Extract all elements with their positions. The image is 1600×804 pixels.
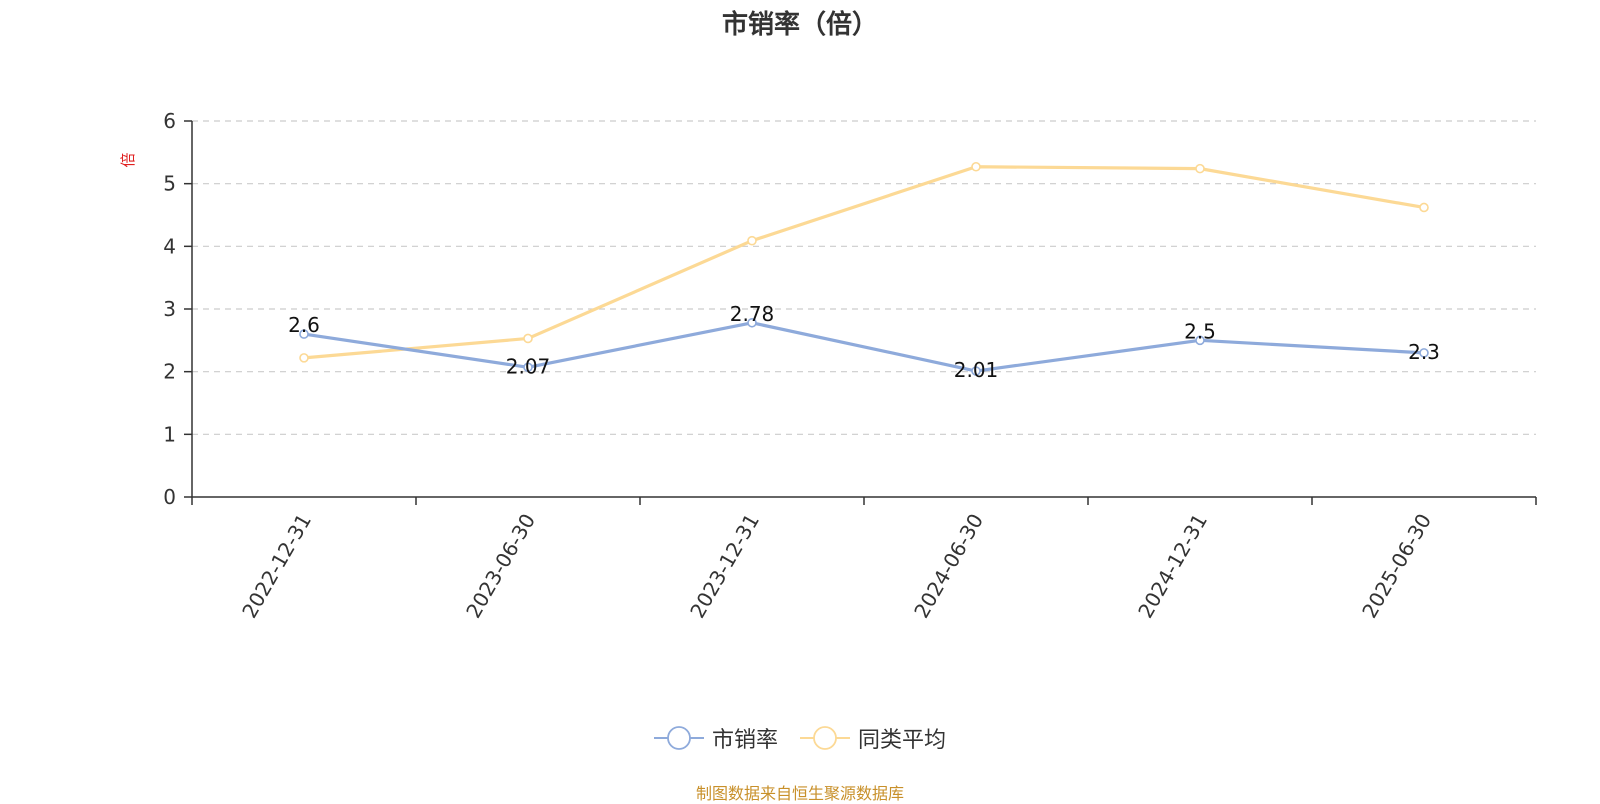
data-label: 2.5 xyxy=(1184,319,1216,343)
y-tick-label: 6 xyxy=(163,109,176,133)
data-point xyxy=(1419,202,1429,213)
x-tick-label: 2024-06-30 xyxy=(909,509,988,622)
data-labels: 2.6 2.07 2.78 2.01 2.5 2.3 xyxy=(288,302,1440,382)
data-point xyxy=(1419,348,1429,358)
y-tick-label: 5 xyxy=(163,172,176,196)
data-point xyxy=(299,329,309,339)
legend-item-0[interactable]: 市销率 xyxy=(653,722,778,754)
grid-lines xyxy=(192,120,1536,435)
data-point xyxy=(1195,335,1205,346)
legend-item-1[interactable]: 同类平均 xyxy=(800,722,946,754)
y-tick-label: 2 xyxy=(163,360,176,384)
series-line-0 xyxy=(303,321,1425,373)
series-line-1 xyxy=(303,165,1425,360)
data-point xyxy=(747,235,757,246)
data-point xyxy=(299,353,309,363)
data-point xyxy=(747,317,757,328)
axes: 0 1 2 3 4 5 6 2022-12-31 2023-06-30 2023-12-31 202… xyxy=(163,109,1537,622)
data-label: 2.01 xyxy=(954,358,999,382)
x-tick-label: 2023-12-31 xyxy=(685,509,764,622)
legend-marker-icon xyxy=(800,726,850,750)
data-point xyxy=(1195,163,1205,174)
chart-title: 市销率（倍） xyxy=(721,10,878,40)
legend: 市销率 同类平均 xyxy=(0,722,1600,754)
series-lines xyxy=(299,161,1429,376)
legend-label: 同类平均 xyxy=(858,728,947,753)
data-label: 2.78 xyxy=(730,302,775,326)
data-point xyxy=(971,161,981,172)
legend-label: 市销率 xyxy=(711,728,778,753)
data-point xyxy=(971,366,981,376)
data-point xyxy=(523,362,533,373)
y-tick-label: 4 xyxy=(163,234,176,258)
x-tick-label: 2023-06-30 xyxy=(461,509,540,622)
y-tick-label: 1 xyxy=(163,422,176,446)
x-tick-label: 2025-06-30 xyxy=(1357,509,1436,622)
data-label: 2.07 xyxy=(506,354,551,378)
legend-marker-icon xyxy=(653,726,704,750)
y-tick-label: 0 xyxy=(163,485,176,509)
data-point xyxy=(523,333,533,344)
data-label: 2.6 xyxy=(288,313,320,337)
source-note: 制图数据来自恒生聚源数据库 xyxy=(695,784,904,803)
x-tick-label: 2024-12-31 xyxy=(1133,509,1212,622)
x-tick-label: 2022-12-31 xyxy=(237,509,316,622)
y-axis-label: 倍 xyxy=(119,152,137,167)
data-label: 2.3 xyxy=(1408,340,1440,364)
y-tick-label: 3 xyxy=(163,297,176,321)
